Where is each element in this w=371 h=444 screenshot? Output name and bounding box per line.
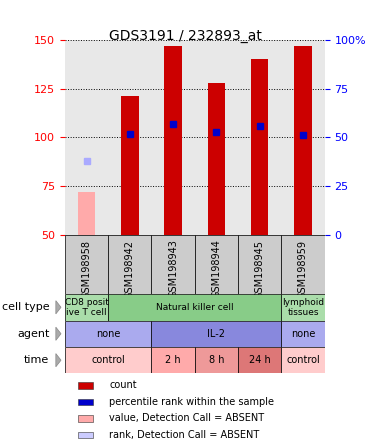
Bar [65, 235, 108, 294]
Text: none: none [291, 329, 315, 339]
Bar [195, 347, 238, 373]
Bar [121, 96, 138, 235]
Text: GDS3191 / 232893_at: GDS3191 / 232893_at [109, 29, 262, 43]
Text: IL-2: IL-2 [207, 329, 226, 339]
Bar [108, 235, 151, 294]
Bar [281, 321, 325, 347]
Bar [151, 321, 281, 347]
Text: 24 h: 24 h [249, 355, 270, 365]
Text: agent: agent [17, 329, 49, 339]
Bar [164, 46, 182, 235]
Text: 2 h: 2 h [165, 355, 181, 365]
Text: cell type: cell type [2, 302, 49, 312]
Bar [251, 59, 268, 235]
Bar [238, 235, 281, 294]
Text: CD8 posit
ive T cell: CD8 posit ive T cell [65, 298, 108, 317]
Bar [78, 399, 93, 405]
Text: control: control [91, 355, 125, 365]
Text: value, Detection Call = ABSENT: value, Detection Call = ABSENT [109, 413, 264, 424]
Bar [78, 192, 95, 235]
Text: lymphoid
tissues: lymphoid tissues [282, 298, 324, 317]
Bar [65, 294, 108, 321]
Text: GSM198942: GSM198942 [125, 240, 135, 299]
Text: control: control [286, 355, 320, 365]
Text: 8 h: 8 h [209, 355, 224, 365]
Text: count: count [109, 381, 137, 390]
Text: GSM198959: GSM198959 [298, 240, 308, 299]
Bar [281, 294, 325, 321]
Text: GSM198944: GSM198944 [211, 240, 221, 298]
Bar [65, 347, 151, 373]
Bar [151, 347, 195, 373]
Bar [281, 235, 325, 294]
Polygon shape [56, 327, 61, 341]
Bar [195, 235, 238, 294]
Text: none: none [96, 329, 121, 339]
Bar [151, 235, 195, 294]
Text: GSM198958: GSM198958 [82, 240, 92, 299]
Bar [238, 347, 281, 373]
Text: percentile rank within the sample: percentile rank within the sample [109, 397, 274, 407]
Text: Natural killer cell: Natural killer cell [156, 303, 234, 312]
Bar [78, 415, 93, 422]
Bar [294, 46, 312, 235]
Text: GSM198945: GSM198945 [255, 240, 265, 299]
Bar [78, 382, 93, 388]
Bar [65, 321, 151, 347]
Text: rank, Detection Call = ABSENT: rank, Detection Call = ABSENT [109, 430, 259, 440]
Polygon shape [56, 353, 61, 367]
Bar [78, 432, 93, 438]
Text: time: time [24, 355, 49, 365]
Bar [108, 294, 281, 321]
Text: GSM198943: GSM198943 [168, 240, 178, 298]
Bar [208, 83, 225, 235]
Bar [281, 347, 325, 373]
Polygon shape [56, 301, 61, 314]
